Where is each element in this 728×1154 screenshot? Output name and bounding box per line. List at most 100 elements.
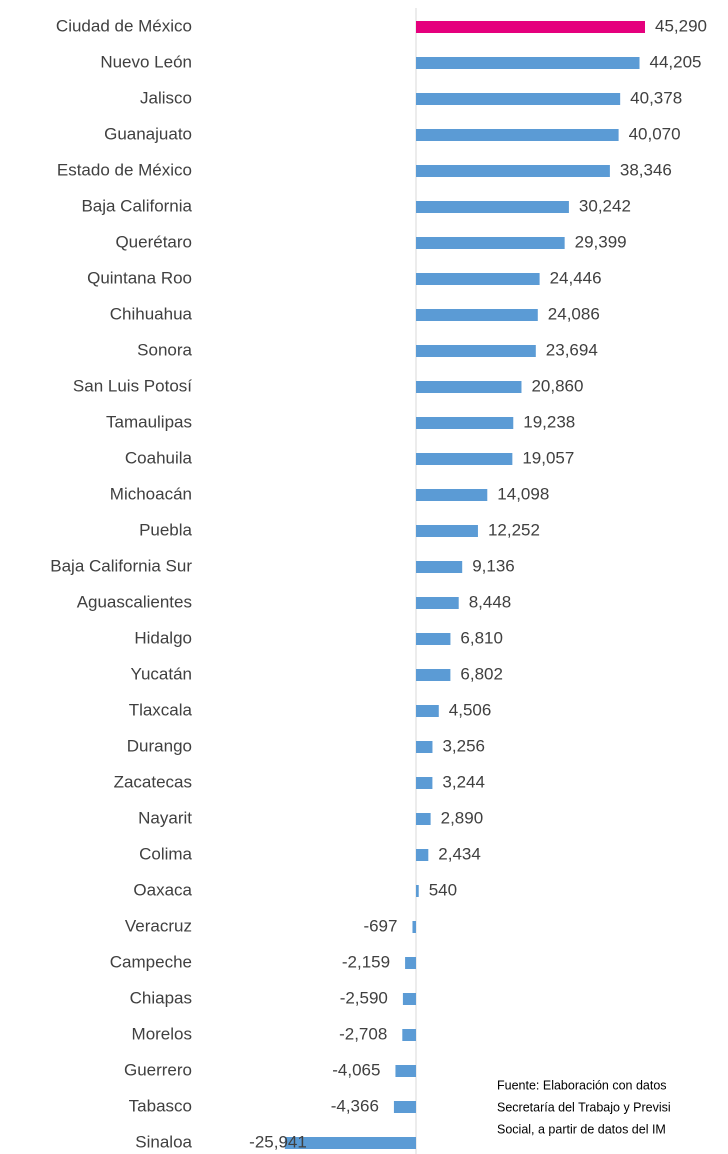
category-label: Veracruz — [125, 916, 192, 935]
value-label: 20,860 — [531, 376, 583, 395]
bar — [402, 1029, 416, 1041]
value-label: 3,244 — [442, 772, 485, 791]
source-note: Social, a partir de datos del IM — [497, 1122, 666, 1136]
category-label: San Luis Potosí — [73, 376, 192, 395]
value-label: 14,098 — [497, 484, 549, 503]
value-label: 6,810 — [460, 628, 503, 647]
value-label: 38,346 — [620, 160, 672, 179]
bar — [416, 417, 514, 429]
value-label: 19,057 — [522, 448, 574, 467]
value-label: 19,238 — [523, 412, 575, 431]
value-label: 2,434 — [438, 844, 481, 863]
value-label: 23,694 — [546, 340, 598, 359]
bar — [416, 597, 459, 609]
bar — [416, 885, 419, 897]
bar — [416, 237, 565, 249]
value-label: -2,590 — [340, 988, 388, 1007]
category-label: Querétaro — [115, 232, 192, 251]
bar — [416, 57, 640, 69]
category-label: Michoacán — [110, 484, 192, 503]
value-label: 24,086 — [548, 304, 600, 323]
category-label: Guanajuato — [104, 124, 192, 143]
category-label: Morelos — [132, 1024, 192, 1043]
bar — [416, 129, 619, 141]
category-label: Tlaxcala — [129, 700, 193, 719]
bar — [416, 273, 540, 285]
category-label: Yucatán — [131, 664, 192, 683]
bar — [416, 21, 645, 33]
value-label: 30,242 — [579, 196, 631, 215]
bar — [416, 633, 451, 645]
value-label: 2,890 — [441, 808, 484, 827]
value-label: 40,378 — [630, 88, 682, 107]
value-label: 45,290 — [655, 16, 707, 35]
value-label: 29,399 — [575, 232, 627, 251]
value-label: -2,159 — [342, 952, 390, 971]
value-label: 44,205 — [650, 52, 702, 71]
bar — [402, 993, 416, 1005]
value-label: 8,448 — [469, 592, 512, 611]
bar — [416, 705, 439, 717]
category-label: Hidalgo — [134, 628, 192, 647]
value-label: -25,941 — [249, 1132, 307, 1151]
bar — [416, 309, 538, 321]
category-label: Colima — [139, 844, 192, 863]
category-label: Chiapas — [130, 988, 192, 1007]
bar — [412, 921, 416, 933]
value-label: -2,708 — [339, 1024, 387, 1043]
category-label: Sonora — [137, 340, 192, 359]
category-label: Ciudad de México — [56, 16, 192, 35]
bar — [416, 777, 433, 789]
category-label: Coahuila — [125, 448, 193, 467]
bar — [416, 93, 621, 105]
category-label: Tamaulipas — [106, 412, 192, 431]
category-label: Jalisco — [140, 88, 192, 107]
value-label: 40,070 — [629, 124, 681, 143]
value-label: -4,065 — [332, 1060, 380, 1079]
category-label: Puebla — [139, 520, 192, 539]
bar — [416, 453, 513, 465]
category-label: Sinaloa — [135, 1132, 192, 1151]
bar — [416, 381, 522, 393]
bar — [416, 561, 463, 573]
bar — [405, 957, 416, 969]
bar — [393, 1101, 416, 1113]
bar — [416, 525, 478, 537]
value-label: 4,506 — [449, 700, 492, 719]
category-label: Nayarit — [138, 808, 192, 827]
bar — [416, 201, 569, 213]
category-label: Chihuahua — [110, 304, 193, 323]
bar — [395, 1065, 416, 1077]
bar — [416, 849, 429, 861]
category-label: Baja California Sur — [50, 556, 192, 575]
value-label: -4,366 — [331, 1096, 379, 1115]
category-label: Oaxaca — [133, 880, 192, 899]
value-label: -697 — [363, 916, 397, 935]
bar — [416, 741, 433, 753]
value-label: 9,136 — [472, 556, 515, 575]
category-label: Guerrero — [124, 1060, 192, 1079]
category-label: Estado de México — [57, 160, 192, 179]
value-label: 6,802 — [460, 664, 503, 683]
bar — [416, 813, 431, 825]
category-label: Aguascalientes — [77, 592, 192, 611]
value-label: 24,446 — [550, 268, 602, 287]
category-label: Nuevo León — [100, 52, 192, 71]
category-label: Zacatecas — [114, 772, 192, 791]
bar — [416, 669, 451, 681]
bar — [416, 489, 488, 501]
source-note: Fuente: Elaboración con datos — [497, 1078, 667, 1092]
category-label: Baja California — [81, 196, 192, 215]
value-label: 3,256 — [442, 736, 485, 755]
category-label: Durango — [127, 736, 192, 755]
value-label: 540 — [429, 880, 457, 899]
bar — [416, 165, 610, 177]
category-label: Campeche — [110, 952, 192, 971]
bar — [416, 345, 536, 357]
category-label: Tabasco — [129, 1096, 192, 1115]
category-label: Quintana Roo — [87, 268, 192, 287]
bar — [284, 1137, 416, 1149]
value-label: 12,252 — [488, 520, 540, 539]
source-note: Secretaría del Trabajo y Previsi — [497, 1100, 671, 1114]
